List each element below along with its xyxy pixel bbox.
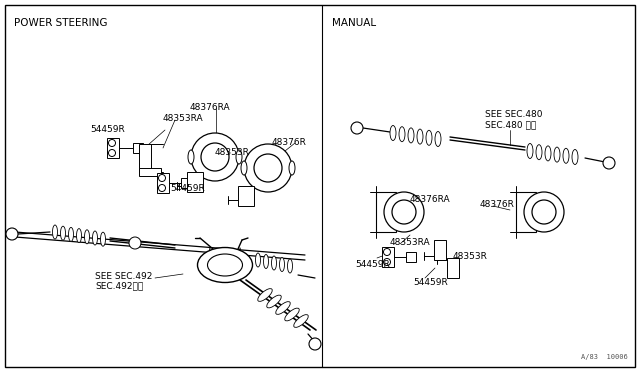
Text: 48353R: 48353R xyxy=(215,148,250,157)
Ellipse shape xyxy=(100,232,106,246)
Ellipse shape xyxy=(285,308,300,321)
Circle shape xyxy=(254,154,282,182)
Text: 54459R: 54459R xyxy=(355,260,390,269)
Circle shape xyxy=(159,174,166,182)
Ellipse shape xyxy=(258,289,272,301)
Ellipse shape xyxy=(84,230,90,244)
Ellipse shape xyxy=(390,125,396,141)
Text: 54459R: 54459R xyxy=(170,184,205,193)
Ellipse shape xyxy=(241,161,247,175)
Ellipse shape xyxy=(52,225,58,239)
Text: 48353R: 48353R xyxy=(453,252,488,261)
Ellipse shape xyxy=(527,144,533,158)
Circle shape xyxy=(524,192,564,232)
Circle shape xyxy=(383,248,390,256)
Ellipse shape xyxy=(287,259,292,273)
Text: MANUAL: MANUAL xyxy=(332,18,376,28)
Text: 48376R: 48376R xyxy=(272,138,307,147)
Ellipse shape xyxy=(264,254,269,269)
Polygon shape xyxy=(434,240,446,260)
Polygon shape xyxy=(139,144,151,172)
Circle shape xyxy=(244,144,292,192)
Ellipse shape xyxy=(536,145,542,160)
Ellipse shape xyxy=(93,231,97,245)
Ellipse shape xyxy=(236,150,242,164)
Ellipse shape xyxy=(435,131,441,147)
Polygon shape xyxy=(107,138,119,158)
Circle shape xyxy=(384,192,424,232)
Ellipse shape xyxy=(255,253,260,267)
Circle shape xyxy=(109,150,115,157)
Text: 48376RA: 48376RA xyxy=(410,195,451,204)
Text: SEE SEC.492: SEE SEC.492 xyxy=(95,272,152,281)
Circle shape xyxy=(603,157,615,169)
Ellipse shape xyxy=(417,129,423,144)
Text: 48376RA: 48376RA xyxy=(190,103,230,112)
Ellipse shape xyxy=(68,227,74,241)
Circle shape xyxy=(159,185,166,192)
Polygon shape xyxy=(447,258,459,278)
Text: SEE SEC.480: SEE SEC.480 xyxy=(485,110,543,119)
Circle shape xyxy=(309,338,321,350)
Ellipse shape xyxy=(408,128,414,143)
Circle shape xyxy=(532,200,556,224)
Ellipse shape xyxy=(61,226,65,240)
Circle shape xyxy=(6,228,18,240)
Polygon shape xyxy=(133,143,143,153)
Polygon shape xyxy=(406,252,416,262)
Text: SEC.480 参照: SEC.480 参照 xyxy=(485,120,536,129)
Polygon shape xyxy=(238,186,254,206)
Ellipse shape xyxy=(207,254,243,276)
Ellipse shape xyxy=(426,130,432,145)
Polygon shape xyxy=(157,173,169,193)
Ellipse shape xyxy=(280,257,285,272)
Circle shape xyxy=(351,122,363,134)
Ellipse shape xyxy=(198,247,253,282)
Polygon shape xyxy=(187,172,203,192)
Ellipse shape xyxy=(271,256,276,270)
Ellipse shape xyxy=(188,150,194,164)
Circle shape xyxy=(109,140,115,147)
Ellipse shape xyxy=(294,315,308,327)
Text: 48376R: 48376R xyxy=(480,200,515,209)
Polygon shape xyxy=(382,247,394,267)
Ellipse shape xyxy=(563,148,569,163)
Text: 54459R: 54459R xyxy=(90,125,125,134)
Ellipse shape xyxy=(554,147,560,162)
Ellipse shape xyxy=(267,295,281,308)
Text: 54459R: 54459R xyxy=(413,278,448,287)
Ellipse shape xyxy=(289,161,295,175)
Circle shape xyxy=(191,133,239,181)
Ellipse shape xyxy=(399,127,405,142)
Ellipse shape xyxy=(545,146,551,161)
Polygon shape xyxy=(139,168,161,176)
Text: SEC.492参照: SEC.492参照 xyxy=(95,281,143,290)
Polygon shape xyxy=(181,178,191,188)
Text: 48353RA: 48353RA xyxy=(390,238,431,247)
Ellipse shape xyxy=(276,302,291,314)
Ellipse shape xyxy=(572,150,578,164)
Polygon shape xyxy=(376,192,396,232)
Circle shape xyxy=(392,200,416,224)
Text: 48353RA: 48353RA xyxy=(163,114,204,123)
Circle shape xyxy=(383,259,390,266)
Circle shape xyxy=(201,143,229,171)
Text: POWER STEERING: POWER STEERING xyxy=(14,18,108,28)
Circle shape xyxy=(129,237,141,249)
Ellipse shape xyxy=(77,229,81,243)
Text: A/83  10006: A/83 10006 xyxy=(581,354,628,360)
Polygon shape xyxy=(516,192,536,232)
